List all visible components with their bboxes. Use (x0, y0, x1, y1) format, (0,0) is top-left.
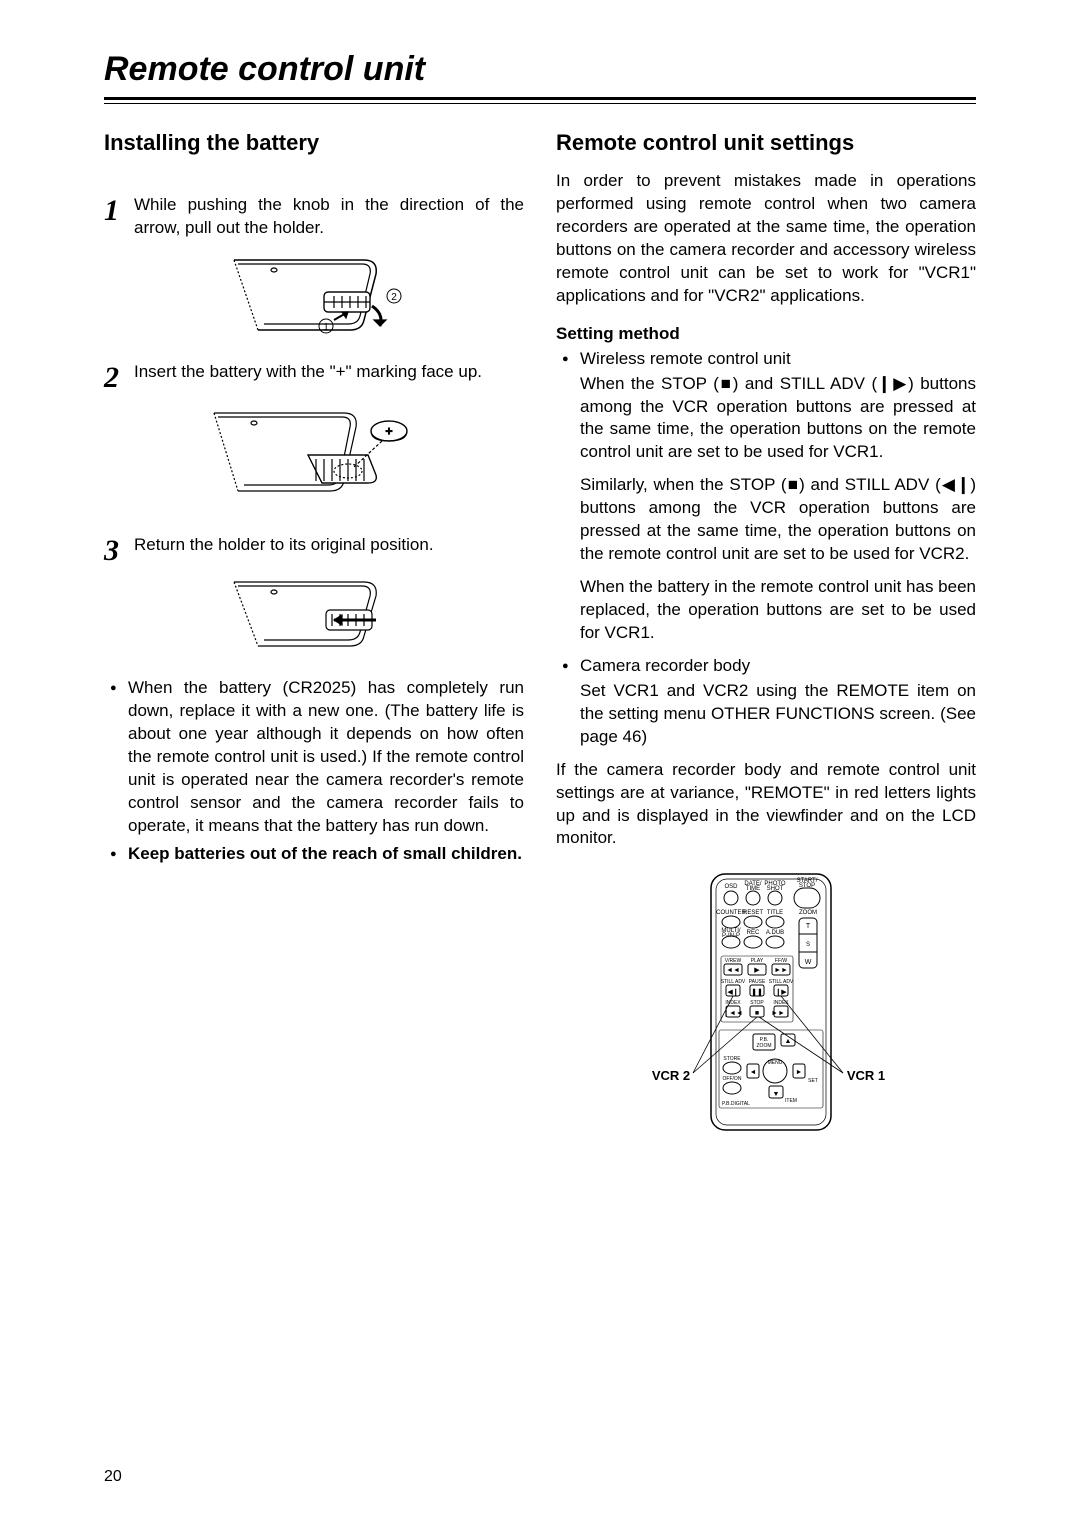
svg-text:❙◄◄: ❙◄◄ (723, 1009, 743, 1017)
bullet-wireless-p1: When the STOP (■) and STILL ADV (❙▶) but… (580, 373, 976, 465)
right-heading: Remote control unit settings (556, 130, 976, 156)
title-rule-thick (104, 97, 976, 100)
svg-text:ZOOM: ZOOM (799, 910, 817, 916)
svg-text:ITEM: ITEM (785, 1098, 797, 1104)
svg-text:COUNTER: COUNTER (716, 910, 746, 916)
svg-text:❚❚: ❚❚ (751, 988, 763, 996)
bullet-wireless: Wireless remote control unit When the ST… (580, 348, 976, 645)
step-3-number: 3 (104, 536, 126, 566)
page-title: Remote control unit (104, 50, 976, 89)
svg-text:►: ► (796, 1069, 803, 1076)
step-2-text: Insert the battery with the "+" marking … (134, 361, 482, 384)
right-bullets: Wireless remote control unit When the ST… (556, 348, 976, 749)
svg-text:OFF/ON: OFF/ON (723, 1076, 742, 1082)
stop-icon-2: ■ (787, 475, 799, 494)
svg-text:REC: REC (747, 930, 760, 936)
svg-text:V/REW: V/REW (725, 958, 742, 964)
svg-text:MENU: MENU (768, 1060, 783, 1066)
svg-text:2: 2 (391, 292, 397, 303)
left-bullets: When the battery (CR2025) has completely… (104, 677, 524, 867)
svg-text:P.B.DIGITAL: P.B.DIGITAL (722, 1101, 750, 1107)
svg-text:▶: ▶ (754, 967, 760, 974)
svg-text:►►❙: ►►❙ (771, 1009, 791, 1017)
step-2-number: 2 (104, 363, 126, 393)
step-1-text: While pushing the knob in the direction … (134, 194, 524, 240)
svg-text:▲: ▲ (785, 1038, 792, 1045)
setting-method-heading: Setting method (556, 324, 976, 344)
remote-figure: OSD DATE/ TIME PHOTO SHOT START/ STOP CO… (556, 868, 976, 1153)
svg-text:❙▶: ❙▶ (775, 988, 787, 996)
svg-text:PAUSE: PAUSE (749, 979, 766, 985)
still-adv-rev-icon: ◀❙ (941, 475, 971, 494)
bullet-wireless-head: Wireless remote control unit (580, 348, 976, 371)
svg-text:ZOOM: ZOOM (757, 1043, 772, 1049)
step-2: 2 Insert the battery with the "+" markin… (104, 361, 524, 393)
figure-step-1: 1 2 (104, 248, 524, 343)
svg-text:TITLE: TITLE (767, 910, 783, 916)
svg-text:TIME: TIME (746, 886, 760, 892)
bullet-camera-body: Camera recorder body Set VCR1 and VCR2 u… (580, 655, 976, 749)
step-1: 1 While pushing the knob in the directio… (104, 194, 524, 240)
svg-text:STOP: STOP (799, 883, 815, 889)
page-number: 20 (104, 1468, 122, 1486)
b1p1a: When the STOP ( (580, 374, 719, 393)
figure-step-3 (104, 574, 524, 659)
b1p1b: ) and STILL ADV ( (733, 374, 877, 393)
bullet-wireless-p3: When the battery in the remote control u… (580, 576, 976, 645)
still-adv-fwd-icon: ❙▶ (877, 374, 908, 393)
figure-step-2: + (104, 401, 524, 516)
right-intro: In order to prevent mistakes made in ope… (556, 170, 976, 308)
svg-text:◀❙: ◀❙ (727, 988, 738, 996)
bullet-camera-head: Camera recorder body (580, 655, 976, 678)
svg-text:RESET: RESET (743, 910, 763, 916)
stop-icon: ■ (719, 374, 733, 393)
left-bullet-1: When the battery (CR2025) has completely… (128, 677, 524, 838)
svg-text:PLAY: PLAY (751, 958, 764, 964)
step-1-number: 1 (104, 196, 126, 226)
step-3-text: Return the holder to its original positi… (134, 534, 434, 557)
svg-text:INDEX: INDEX (725, 1000, 741, 1006)
svg-text:OSD: OSD (724, 884, 738, 890)
svg-text:T: T (806, 923, 811, 930)
left-heading: Installing the battery (104, 130, 524, 156)
vcr2-label: VCR 2 (652, 1068, 690, 1083)
svg-text:+: + (385, 424, 392, 438)
svg-text:■: ■ (755, 1010, 759, 1017)
svg-text:STILL ADV: STILL ADV (721, 979, 746, 985)
bullet-wireless-p2: Similarly, when the STOP (■) and STILL A… (580, 474, 976, 566)
b1p2a: Similarly, when the STOP ( (580, 475, 787, 494)
svg-text:▼: ▼ (773, 1091, 780, 1098)
svg-text:1: 1 (323, 322, 329, 333)
svg-text:STILL ADV: STILL ADV (769, 979, 794, 985)
svg-text:S: S (806, 942, 810, 948)
svg-text:STOP: STOP (750, 1000, 764, 1006)
svg-text:◄◄: ◄◄ (726, 967, 740, 974)
left-bullet-2: Keep batteries out of the reach of small… (128, 843, 524, 866)
svg-text:◄: ◄ (750, 1069, 757, 1076)
svg-text:STORE: STORE (723, 1056, 741, 1062)
svg-text:FF/W: FF/W (775, 958, 787, 964)
svg-text:A.DUB: A.DUB (766, 930, 784, 936)
left-column: Installing the battery 1 While pushing t… (104, 130, 524, 1153)
two-column-layout: Installing the battery 1 While pushing t… (104, 130, 976, 1153)
right-outro: If the camera recorder body and remote c… (556, 759, 976, 851)
bullet-camera-p1: Set VCR1 and VCR2 using the REMOTE item … (580, 680, 976, 749)
svg-text:P-IN-P: P-IN-P (722, 933, 740, 939)
title-rule-thin (104, 103, 976, 104)
step-3: 3 Return the holder to its original posi… (104, 534, 524, 566)
b1p2b: ) and STILL ADV ( (799, 475, 941, 494)
right-column: Remote control unit settings In order to… (556, 130, 976, 1153)
svg-text:W: W (805, 959, 812, 966)
svg-text:►►: ►► (774, 967, 788, 974)
svg-text:SET: SET (808, 1078, 818, 1084)
svg-text:SHOT: SHOT (767, 886, 784, 892)
vcr1-label: VCR 1 (847, 1068, 885, 1083)
